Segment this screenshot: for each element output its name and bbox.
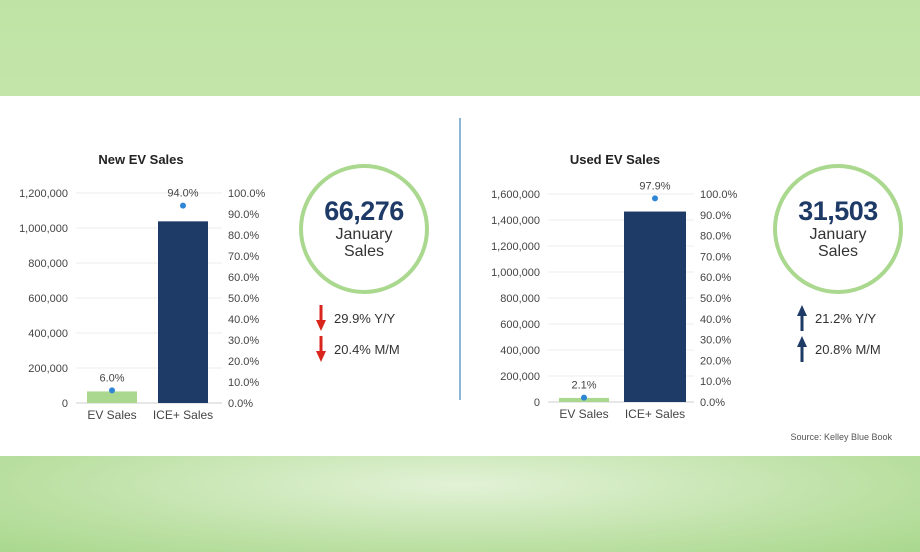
- up-arrow-icon: [797, 336, 807, 362]
- used-yoy-change: 21.2% Y/Y: [797, 305, 876, 331]
- used-mom-text: 20.8% M/M: [815, 341, 881, 357]
- new-mom-text: 20.4% M/M: [334, 341, 400, 357]
- panel-divider: [459, 118, 461, 400]
- chart-title: New EV Sales: [98, 152, 183, 167]
- x-tick-label: EV Sales: [87, 408, 136, 422]
- y2-tick-label: 10.0%: [700, 376, 731, 388]
- y2-tick-label: 70.0%: [228, 251, 259, 263]
- share-point: [109, 387, 115, 394]
- new-yoy-text: 29.9% Y/Y: [334, 310, 396, 326]
- share-data-label: 94.0%: [167, 188, 198, 200]
- new-sales-label-line2: Sales: [343, 243, 385, 260]
- used-sales-value: 31,503: [798, 196, 878, 226]
- y-tick-label: 800,000: [500, 293, 540, 305]
- y-tick-label: 600,000: [500, 319, 540, 331]
- used-sales-label-line1: January: [809, 226, 867, 243]
- y2-tick-label: 20.0%: [700, 355, 731, 367]
- new-sales-kpi-circle: 66,276 January Sales: [299, 164, 429, 294]
- y-tick-label: 1,200,000: [19, 188, 68, 200]
- y2-tick-label: 90.0%: [700, 210, 731, 222]
- bar-ev-sales: [87, 391, 137, 403]
- bar-ice-sales: [158, 221, 208, 403]
- y2-tick-label: 70.0%: [700, 251, 731, 263]
- y-tick-label: 1,400,000: [491, 215, 540, 227]
- y2-tick-label: 80.0%: [700, 231, 731, 243]
- new-yoy-change: 29.9% Y/Y: [316, 305, 395, 331]
- y2-tick-label: 50.0%: [700, 293, 731, 305]
- up-arrow-icon: [797, 305, 807, 331]
- used-yoy-text: 21.2% Y/Y: [815, 310, 877, 326]
- x-tick-label: ICE+ Sales: [153, 408, 213, 422]
- y-tick-label: 800,000: [28, 258, 68, 270]
- down-arrow-icon: [316, 305, 326, 331]
- y-tick-label: 1,600,000: [491, 189, 540, 201]
- y-tick-label: 200,000: [28, 363, 68, 375]
- used-sales-label-line2: Sales: [817, 243, 859, 260]
- new-mom-change: 20.4% M/M: [316, 336, 400, 362]
- y2-tick-label: 40.0%: [228, 314, 259, 326]
- used-sales-kpi-circle: 31,503 January Sales: [773, 164, 903, 294]
- y2-tick-label: 100.0%: [228, 188, 266, 200]
- share-point: [652, 195, 658, 202]
- y-tick-label: 200,000: [500, 371, 540, 383]
- y-tick-label: 0: [62, 398, 68, 410]
- x-tick-label: EV Sales: [559, 407, 608, 421]
- y2-tick-label: 60.0%: [228, 272, 259, 284]
- share-data-label: 6.0%: [99, 372, 124, 384]
- y2-tick-label: 80.0%: [228, 230, 259, 242]
- y2-tick-label: 10.0%: [228, 377, 259, 389]
- y2-tick-label: 90.0%: [228, 209, 259, 221]
- y2-tick-label: 0.0%: [228, 398, 253, 410]
- y-tick-label: 0: [534, 397, 540, 409]
- bottom-background-band: [0, 456, 920, 552]
- y-tick-label: 600,000: [28, 293, 68, 305]
- y-tick-label: 1,000,000: [491, 267, 540, 279]
- y2-tick-label: 60.0%: [700, 272, 731, 284]
- y2-tick-label: 50.0%: [228, 293, 259, 305]
- new-sales-label-line1: January: [335, 226, 393, 243]
- new-sales-value: 66,276: [324, 196, 404, 226]
- source-note: Source: Kelley Blue Book: [790, 432, 892, 442]
- y2-tick-label: 30.0%: [700, 335, 731, 347]
- share-data-label: 2.1%: [571, 380, 596, 392]
- bar-ice-sales: [624, 211, 686, 402]
- x-tick-label: ICE+ Sales: [625, 407, 685, 421]
- down-arrow-icon: [316, 336, 326, 362]
- chart-title: Used EV Sales: [570, 152, 660, 167]
- y-tick-label: 1,200,000: [491, 241, 540, 253]
- y-tick-label: 400,000: [28, 328, 68, 340]
- share-point: [180, 202, 186, 209]
- share-data-label: 97.9%: [639, 180, 670, 192]
- y-tick-label: 1,000,000: [19, 223, 68, 235]
- y2-tick-label: 0.0%: [700, 397, 725, 409]
- y2-tick-label: 20.0%: [228, 356, 259, 368]
- y-tick-label: 400,000: [500, 345, 540, 357]
- used-mom-change: 20.8% M/M: [797, 336, 881, 362]
- y2-tick-label: 30.0%: [228, 335, 259, 347]
- share-point: [581, 394, 587, 401]
- y2-tick-label: 100.0%: [700, 189, 738, 201]
- y2-tick-label: 40.0%: [700, 314, 731, 326]
